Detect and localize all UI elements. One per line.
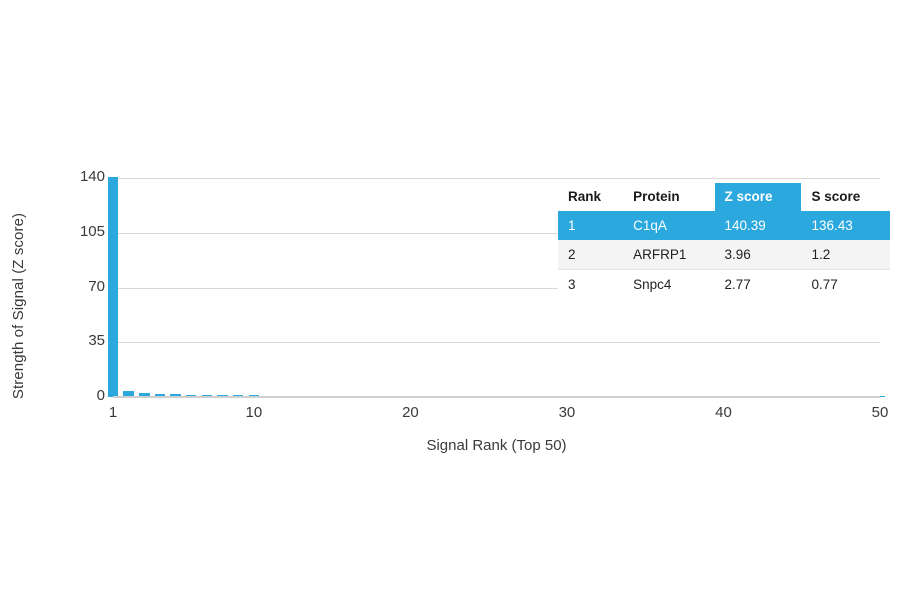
y-tick-label: 35	[88, 332, 105, 350]
x-axis-tick-labels: 1 10 20 30 40 50	[109, 404, 889, 428]
table-header-rank: Rank	[558, 183, 624, 211]
score-table: Rank Protein Z score S score 1 C1qA 140.39…	[558, 183, 890, 299]
x-tick-label: 30	[558, 404, 576, 421]
table-cell-rank: 3	[558, 269, 624, 299]
table-row: 3 Snpc4 2.77 0.77	[558, 269, 890, 299]
gridline	[113, 178, 880, 179]
table-cell-s-score: 1.2	[801, 240, 890, 270]
table-cell-rank: 2	[558, 240, 624, 270]
table-row: 1 C1qA 140.39 136.43	[558, 211, 890, 240]
table-header-row: Rank Protein Z score S score	[558, 183, 890, 211]
y-tick-label: 0	[96, 387, 105, 404]
bar	[170, 394, 181, 397]
bar	[201, 394, 213, 397]
table-cell-s-score: 0.77	[801, 269, 890, 299]
bar	[123, 390, 134, 397]
gridline	[113, 342, 880, 344]
y-tick-label: 70	[88, 277, 105, 295]
x-tick-label: 40	[715, 404, 732, 421]
bar	[107, 177, 119, 397]
table-cell-z-score: 140.39	[714, 211, 802, 240]
x-axis-line	[113, 396, 880, 398]
y-axis-tick-labels: 0 35 70 105 140	[40, 168, 105, 404]
table-cell-z-score: 2.77	[714, 269, 802, 299]
table-cell-rank: 1	[558, 211, 624, 240]
bar	[154, 393, 166, 397]
gridline	[113, 287, 880, 289]
table-row: 2 ARFRP1 3.96 1.2	[558, 240, 890, 270]
bar	[186, 394, 197, 397]
bar	[139, 392, 150, 397]
x-tick-label: 10	[245, 404, 263, 421]
table-cell-protein: ARFRP1	[623, 240, 715, 270]
x-tick-label: 50	[871, 404, 889, 421]
y-tick-label: 140	[79, 168, 105, 185]
table-cell-protein: C1qA	[623, 211, 715, 240]
gridline	[113, 232, 880, 234]
table-header-z-score: Z score	[714, 183, 802, 211]
table-header-s-score: S score	[801, 183, 890, 211]
table-cell-z-score: 3.96	[714, 240, 802, 270]
table-cell-protein: Snpc4	[623, 269, 715, 299]
x-tick-label: 1	[108, 404, 118, 421]
x-tick-label: 20	[402, 404, 419, 421]
table-cell-s-score: 136.43	[801, 211, 890, 240]
x-axis-title: Signal Rank (Top 50)	[426, 437, 567, 454]
table-body: 1 C1qA 140.39 136.43 2 ARFRP1 3.96 1.2 3 Snpc4 2.7…	[558, 211, 890, 299]
y-tick-label: 105	[79, 222, 105, 240]
table-header-protein: Protein	[623, 183, 715, 211]
